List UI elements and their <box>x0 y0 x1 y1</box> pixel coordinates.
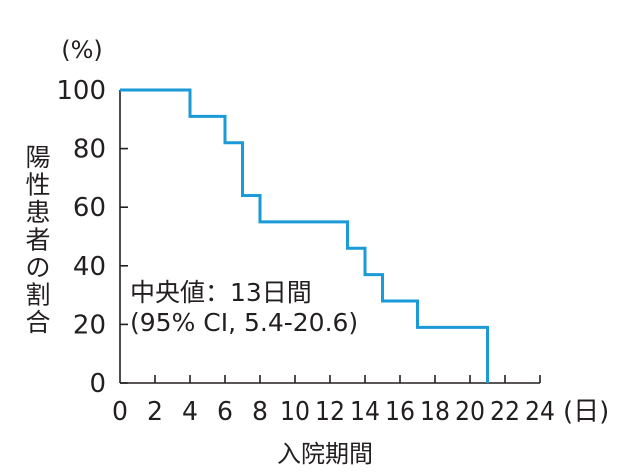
y-tick-label: 0 <box>89 369 106 399</box>
y-axis-title-char: 陽 <box>25 143 50 172</box>
y-axis-title-char: 合 <box>25 308 50 337</box>
y-ticks: 0 20 40 60 80 100 <box>56 76 128 399</box>
y-unit: (%) <box>61 36 103 64</box>
x-ticks: 0 2 4 6 8 10 12 14 16 18 20 22 24 <box>112 375 555 427</box>
x-tick-label: 16 <box>385 397 415 427</box>
x-tick-label: 18 <box>420 397 450 427</box>
y-axis-title-char: 性 <box>25 171 50 200</box>
x-tick-label: 2 <box>147 397 163 427</box>
x-tick-label: 14 <box>350 397 380 427</box>
ci-label: (95% CI, 5.4-20.6) <box>130 308 358 337</box>
x-tick-label: 0 <box>112 397 128 427</box>
x-tick-label: 6 <box>217 397 233 427</box>
y-axis-title-char: 者 <box>25 226 50 255</box>
y-unit-label: (%) <box>61 36 103 64</box>
y-tick-label: 40 <box>73 252 106 282</box>
y-axis-title-char: 割 <box>25 281 50 310</box>
x-tick-label: 12 <box>315 397 345 427</box>
x-unit-label: (日) <box>563 397 609 427</box>
x-tick-label: 22 <box>490 397 520 427</box>
x-tick-label: 24 <box>525 397 555 427</box>
y-axis-title-char: 患 <box>25 198 50 227</box>
x-axis-title: 入院期間 <box>277 440 373 468</box>
y-tick-label: 80 <box>73 135 106 165</box>
x-tick-label: 4 <box>182 397 198 427</box>
y-tick-label: 100 <box>56 76 106 106</box>
y-axis-title-char: の <box>25 253 50 282</box>
survival-step-line <box>120 88 489 383</box>
median-label: 中央値：13日間 <box>130 278 312 307</box>
x-tick-label: 20 <box>455 397 485 427</box>
axes <box>119 90 540 384</box>
x-tick-label: 10 <box>280 397 310 427</box>
y-tick-label: 60 <box>73 193 106 223</box>
x-tick-label: 8 <box>252 397 268 427</box>
y-tick-label: 20 <box>73 310 106 340</box>
median-annotation: 中央値：13日間 (95% CI, 5.4-20.6) <box>130 278 358 337</box>
